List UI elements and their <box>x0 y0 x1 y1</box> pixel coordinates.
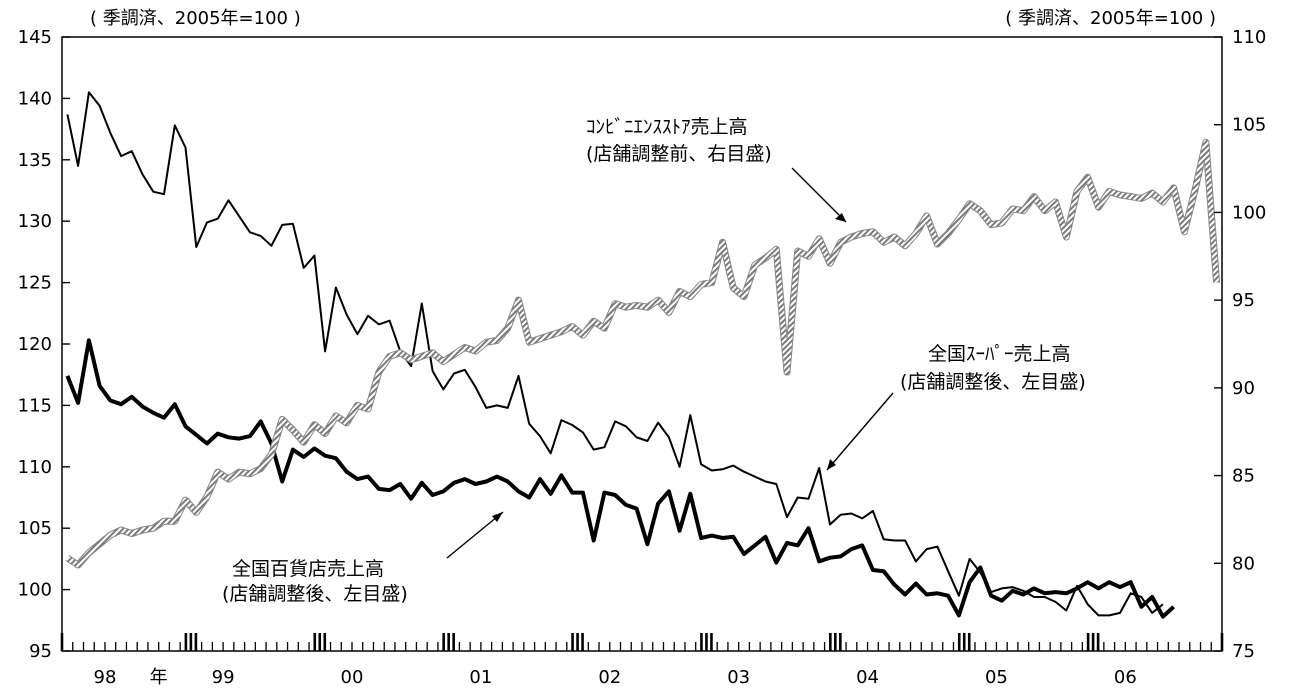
annotation-convenience-store-arrowhead <box>835 213 846 222</box>
series-line-convenience-store <box>66 139 1220 568</box>
x-tick-label: 04 <box>856 667 879 688</box>
annotation-convenience-store-title: ｺﾝﾋﾞﾆｴﾝｽｽﾄｱ売上高 <box>586 116 748 138</box>
annotation-convenience-store-note: (店舗調整前、右目盛) <box>586 143 772 165</box>
annotation-convenience-store: ｺﾝﾋﾞﾆｴﾝｽｽﾄｱ売上高 (店舗調整前、右目盛) <box>586 116 847 223</box>
x-tick-label: 05 <box>985 667 1008 688</box>
right-tick-label: 75 <box>1232 641 1255 662</box>
left-tick-label: 120 <box>18 334 52 355</box>
annotation-department-store: 全国百貨店売上高 (店舗調整後、左目盛) <box>222 511 504 605</box>
left-tick-label: 135 <box>18 150 52 171</box>
annotation-supermarket: 全国ｽｰﾊﾟｰ売上高 (店舗調整後、左目盛) <box>826 343 1086 471</box>
right-axis-unit-label: ( 季調済、2005年=100 ) <box>1005 8 1216 29</box>
x-tick-label: 99 <box>212 667 235 688</box>
x-tick-label: 06 <box>1114 667 1137 688</box>
annotation-department-store-note: (店舗調整後、左目盛) <box>222 583 408 605</box>
x-tick-label: 年 <box>150 667 168 688</box>
right-tick-label: 105 <box>1232 115 1266 136</box>
x-tick-label: 98 <box>94 667 117 688</box>
x-tick-label: 03 <box>727 667 750 688</box>
series-line-department-store <box>65 338 1176 619</box>
right-tick-label: 90 <box>1232 378 1255 399</box>
left-tick-label: 110 <box>18 457 52 478</box>
x-tick-label: 01 <box>469 667 492 688</box>
right-tick-label: 100 <box>1232 202 1266 223</box>
x-tick-label: 00 <box>341 667 364 688</box>
x-tick-label: 02 <box>598 667 621 688</box>
annotation-supermarket-title: 全国ｽｰﾊﾟｰ売上高 <box>928 343 1071 365</box>
annotation-department-store-arrowhead <box>492 512 503 522</box>
annotation-supermarket-note: (店舗調整後、左目盛) <box>900 371 1086 393</box>
left-tick-label: 100 <box>18 580 52 601</box>
annotation-supermarket-arrow <box>826 392 894 471</box>
annotation-department-store-title: 全国百貨店売上高 <box>232 558 384 580</box>
left-axis-unit-label: ( 季調済、2005年=100 ) <box>90 8 301 29</box>
left-tick-label: 95 <box>29 641 52 662</box>
left-tick-label: 125 <box>18 273 52 294</box>
right-tick-label: 110 <box>1232 27 1266 48</box>
annotation-convenience-store-arrow <box>791 167 847 223</box>
left-tick-label: 130 <box>18 211 52 232</box>
right-tick-label: 85 <box>1232 466 1255 487</box>
right-tick-label: 80 <box>1232 553 1255 574</box>
annotation-department-store-arrow <box>446 511 504 559</box>
left-tick-label: 105 <box>18 518 52 539</box>
left-tick-label: 140 <box>18 88 52 109</box>
left-tick-label: 115 <box>18 395 52 416</box>
right-tick-label: 95 <box>1232 290 1255 311</box>
annotation-supermarket-arrowhead <box>827 459 836 470</box>
left-tick-label: 145 <box>18 27 52 48</box>
